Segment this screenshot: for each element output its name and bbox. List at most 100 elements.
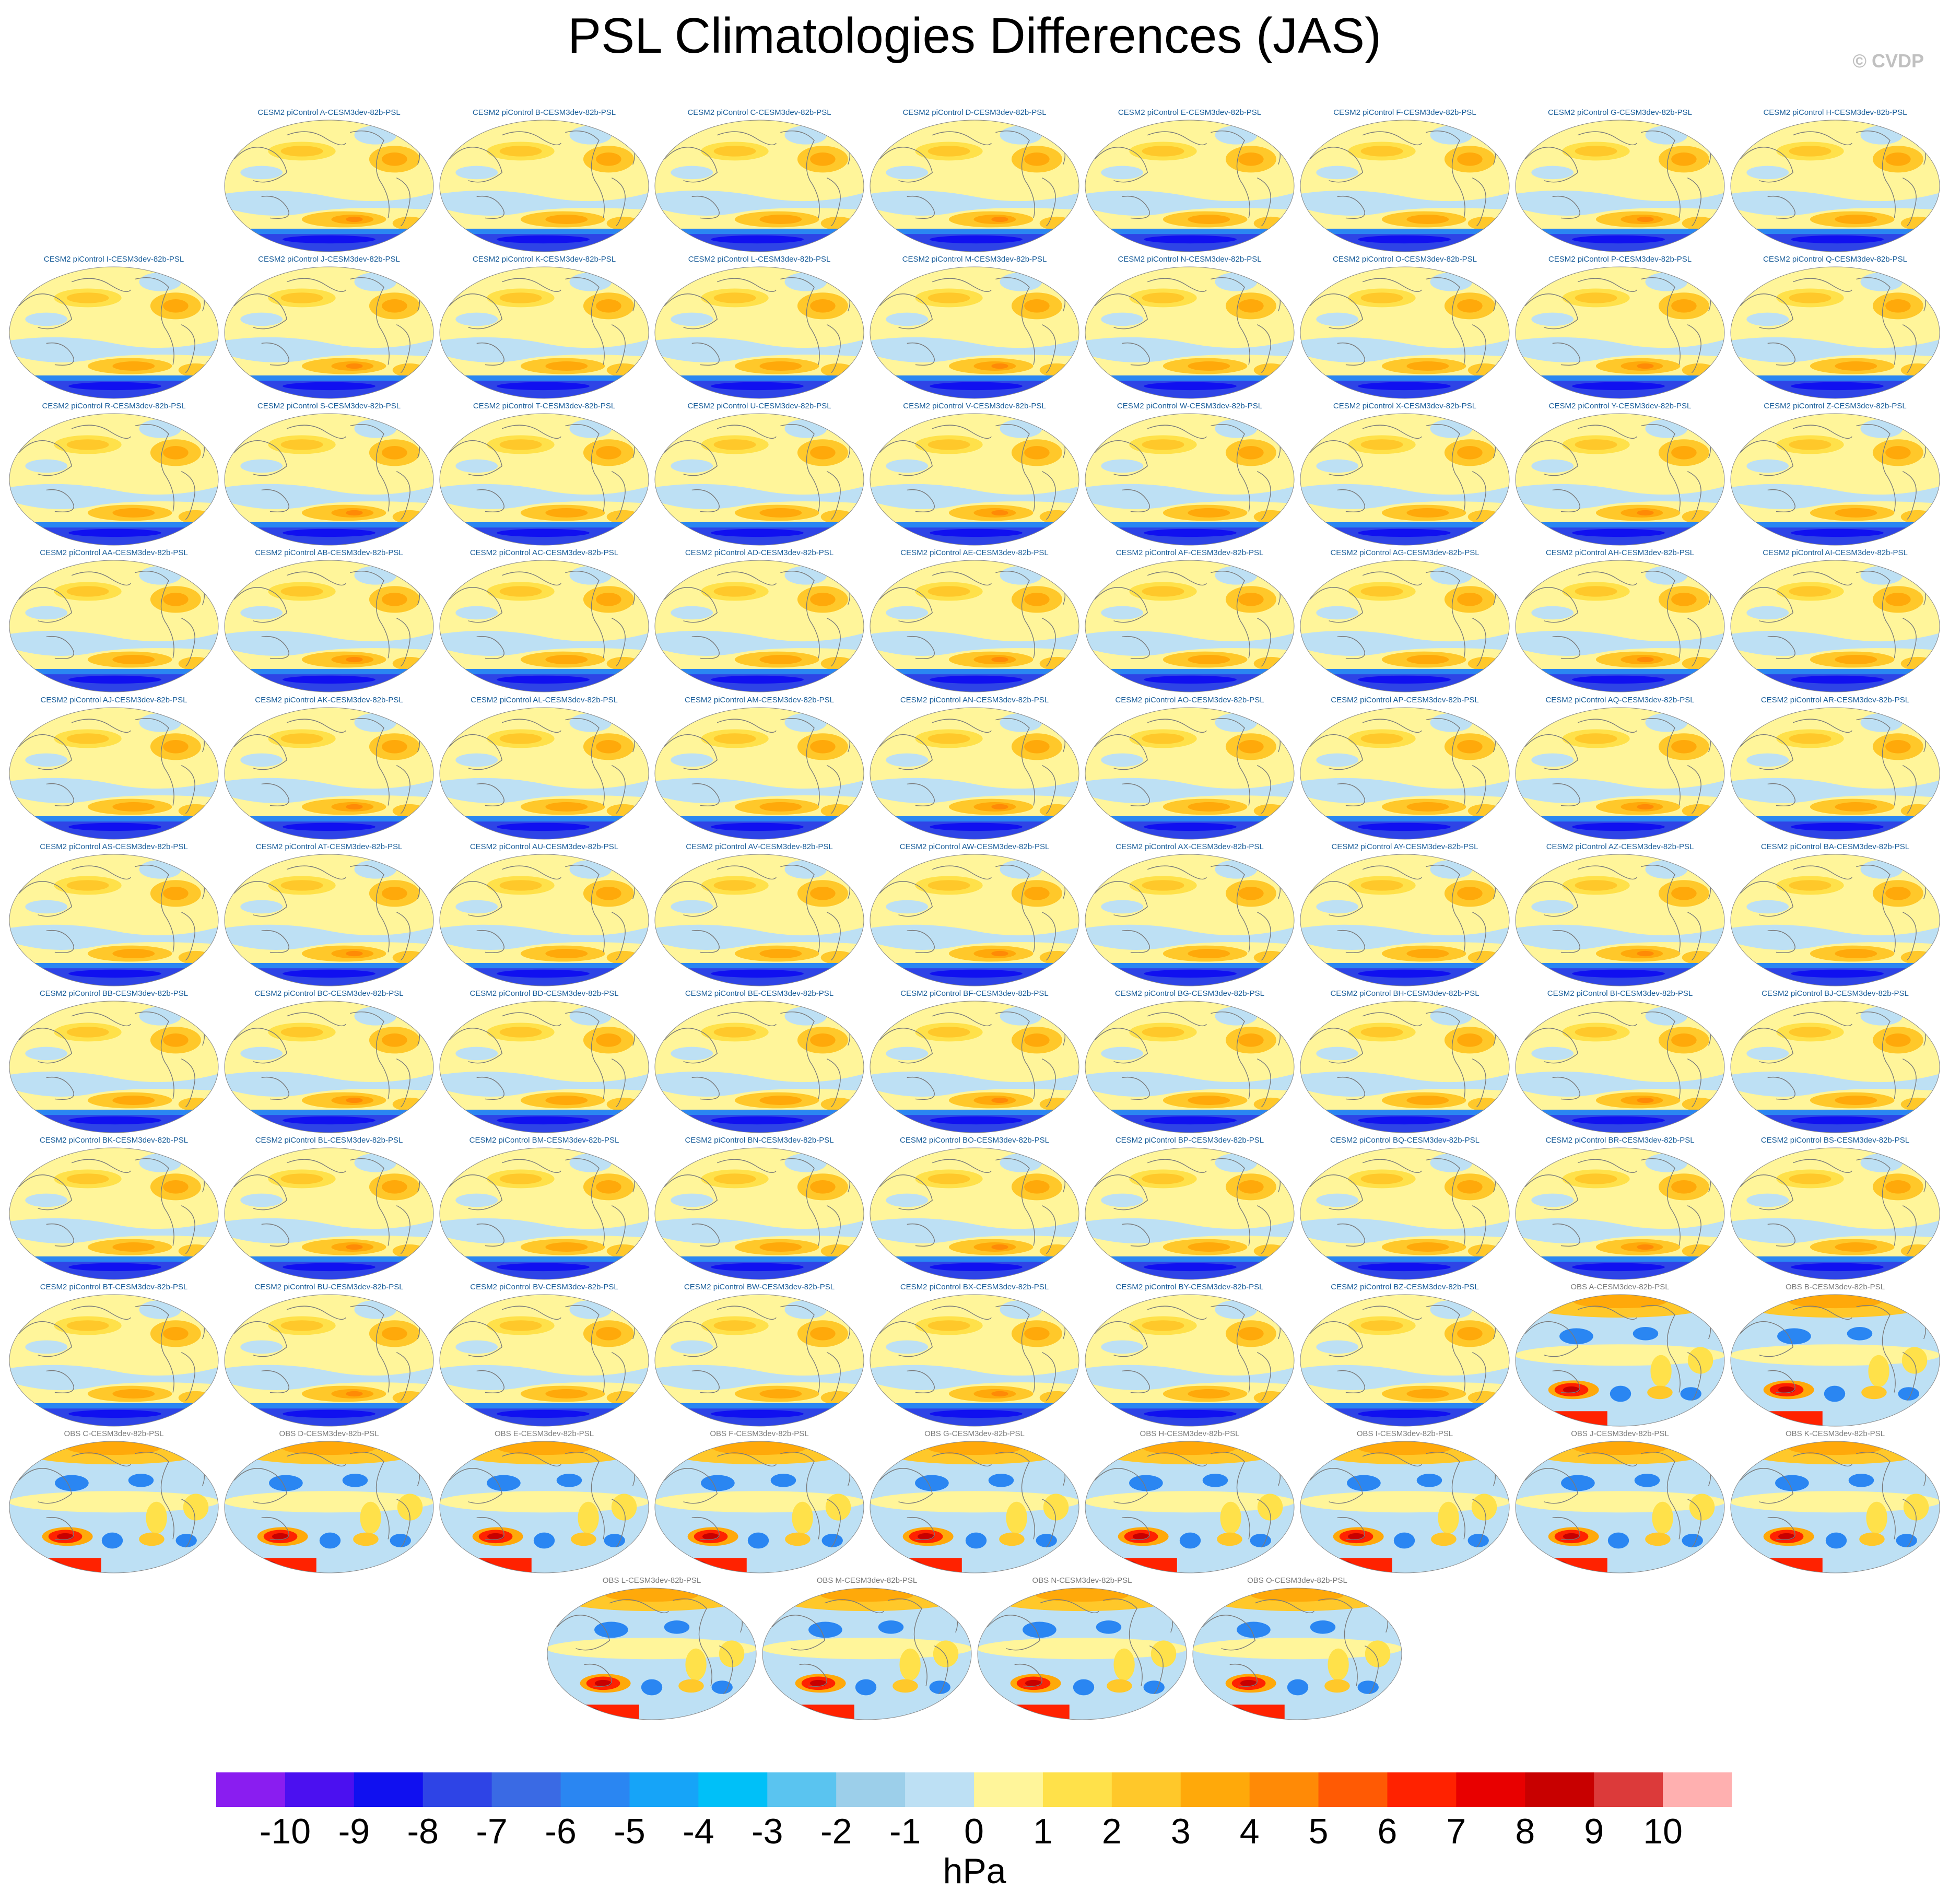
map-panel: OBS D-CESM3dev-82b-PSL	[221, 1429, 437, 1576]
map-panel: CESM2 piControl O-CESM3dev-82b-PSL	[1297, 254, 1512, 402]
panel-title: CESM2 piControl AJ-CESM3dev-82b-PSL	[40, 696, 187, 704]
world-map	[439, 854, 649, 986]
panel-title: CESM2 piControl AB-CESM3dev-82b-PSL	[255, 548, 403, 557]
map-panel: CESM2 piControl C-CESM3dev-82b-PSL	[652, 108, 867, 255]
panel-title: CESM2 piControl M-CESM3dev-82b-PSL	[902, 255, 1047, 264]
map-panel: CESM2 piControl AB-CESM3dev-82b-PSL	[221, 548, 437, 695]
panel-title: CESM2 piControl A-CESM3dev-82b-PSL	[257, 108, 401, 117]
world-map	[439, 413, 649, 546]
panel-title: CESM2 piControl BZ-CESM3dev-82b-PSL	[1331, 1283, 1479, 1291]
map-panel: OBS F-CESM3dev-82b-PSL	[652, 1429, 867, 1576]
map-panel: CESM2 piControl P-CESM3dev-82b-PSL	[1512, 254, 1728, 402]
panel-title: CESM2 piControl BW-CESM3dev-82b-PSL	[684, 1283, 835, 1291]
world-map	[1300, 120, 1510, 252]
map-panel: OBS M-CESM3dev-82b-PSL	[759, 1576, 974, 1723]
world-map	[1515, 1294, 1725, 1427]
world-map	[439, 560, 649, 692]
world-map	[224, 120, 434, 252]
panel-title: CESM2 piControl T-CESM3dev-82b-PSL	[473, 402, 616, 410]
world-map	[870, 854, 1079, 986]
world-map	[439, 1294, 649, 1427]
panel-title: CESM2 piControl N-CESM3dev-82b-PSL	[1118, 255, 1262, 264]
panel-title: CESM2 piControl BB-CESM3dev-82b-PSL	[39, 989, 189, 998]
world-map	[1300, 707, 1510, 840]
world-map	[870, 1441, 1079, 1573]
panel-title: CESM2 piControl AN-CESM3dev-82b-PSL	[900, 696, 1049, 704]
map-panel: CESM2 piControl BS-CESM3dev-82b-PSL	[1728, 1135, 1943, 1283]
panel-title: OBS F-CESM3dev-82b-PSL	[710, 1429, 809, 1438]
world-map	[224, 854, 434, 986]
panel-title: CESM2 piControl G-CESM3dev-82b-PSL	[1548, 108, 1692, 117]
map-panel: CESM2 piControl I-CESM3dev-82b-PSL	[6, 254, 221, 402]
map-panel: OBS I-CESM3dev-82b-PSL	[1297, 1429, 1512, 1576]
map-panel: CESM2 piControl U-CESM3dev-82b-PSL	[652, 401, 867, 548]
map-panel: CESM2 piControl V-CESM3dev-82b-PSL	[867, 401, 1082, 548]
map-panel: CESM2 piControl BR-CESM3dev-82b-PSL	[1512, 1135, 1728, 1283]
panel-title: CESM2 piControl BL-CESM3dev-82b-PSL	[255, 1136, 403, 1145]
map-panel: CESM2 piControl BM-CESM3dev-82b-PSL	[437, 1135, 652, 1283]
map-panel: CESM2 piControl BC-CESM3dev-82b-PSL	[221, 989, 437, 1136]
panel-title: OBS D-CESM3dev-82b-PSL	[279, 1429, 379, 1438]
panel-title: CESM2 piControl AS-CESM3dev-82b-PSL	[40, 842, 188, 851]
world-map	[1300, 1441, 1510, 1573]
world-map	[1085, 1147, 1295, 1280]
panel-title: CESM2 piControl W-CESM3dev-82b-PSL	[1117, 402, 1263, 410]
panel-title: CESM2 piControl BJ-CESM3dev-82b-PSL	[1762, 989, 1909, 998]
world-map	[654, 120, 864, 252]
colorbar-tick-label: -5	[614, 1812, 645, 1851]
map-panel: CESM2 piControl BP-CESM3dev-82b-PSL	[1082, 1135, 1297, 1283]
world-map	[1515, 1441, 1725, 1573]
panel-title: CESM2 piControl AF-CESM3dev-82b-PSL	[1116, 548, 1264, 557]
panel-title: CESM2 piControl BA-CESM3dev-82b-PSL	[1760, 842, 1910, 851]
map-panel: CESM2 piControl BH-CESM3dev-82b-PSL	[1297, 989, 1512, 1136]
map-panel: CESM2 piControl AX-CESM3dev-82b-PSL	[1082, 842, 1297, 989]
world-map	[439, 1001, 649, 1133]
world-map	[1085, 413, 1295, 546]
colorbar-swatch	[491, 1772, 561, 1807]
map-panel: CESM2 piControl BF-CESM3dev-82b-PSL	[867, 989, 1082, 1136]
map-panel: CESM2 piControl M-CESM3dev-82b-PSL	[867, 254, 1082, 402]
world-map	[870, 707, 1079, 840]
map-panel: OBS L-CESM3dev-82b-PSL	[544, 1576, 759, 1723]
map-panel: CESM2 piControl AA-CESM3dev-82b-PSL	[6, 548, 221, 695]
map-panel: CESM2 piControl BW-CESM3dev-82b-PSL	[652, 1282, 867, 1429]
panel-title: CESM2 piControl AE-CESM3dev-82b-PSL	[900, 548, 1049, 557]
map-panel: CESM2 piControl BK-CESM3dev-82b-PSL	[6, 1135, 221, 1283]
world-map	[439, 1147, 649, 1280]
map-panel: CESM2 piControl AC-CESM3dev-82b-PSL	[437, 548, 652, 695]
world-map	[9, 266, 219, 399]
panel-title: CESM2 piControl X-CESM3dev-82b-PSL	[1333, 402, 1477, 410]
panel-title: CESM2 piControl AL-CESM3dev-82b-PSL	[471, 696, 618, 704]
world-map	[870, 560, 1079, 692]
panel-title: CESM2 piControl Y-CESM3dev-82b-PSL	[1548, 402, 1692, 410]
panel-title: CESM2 piControl L-CESM3dev-82b-PSL	[688, 255, 831, 264]
world-map	[1515, 560, 1725, 692]
world-map	[224, 1441, 434, 1573]
colorbar-tick-label: -2	[820, 1812, 852, 1851]
panel-title: CESM2 piControl AG-CESM3dev-82b-PSL	[1330, 548, 1480, 557]
panel-title: CESM2 piControl I-CESM3dev-82b-PSL	[43, 255, 184, 264]
panel-title: CESM2 piControl F-CESM3dev-82b-PSL	[1333, 108, 1476, 117]
panel-title: OBS A-CESM3dev-82b-PSL	[1570, 1283, 1670, 1291]
colorbar-swatch	[1180, 1772, 1250, 1807]
map-panel: CESM2 piControl AI-CESM3dev-82b-PSL	[1728, 548, 1943, 695]
map-panel: CESM2 piControl BG-CESM3dev-82b-PSL	[1082, 989, 1297, 1136]
panel-title: CESM2 piControl AZ-CESM3dev-82b-PSL	[1546, 842, 1694, 851]
world-map	[1730, 413, 1940, 546]
panel-title: OBS N-CESM3dev-82b-PSL	[1032, 1576, 1132, 1585]
world-map	[1730, 854, 1940, 986]
map-panel: CESM2 piControl X-CESM3dev-82b-PSL	[1297, 401, 1512, 548]
panel-title: CESM2 piControl S-CESM3dev-82b-PSL	[257, 402, 401, 410]
map-panel: CESM2 piControl AS-CESM3dev-82b-PSL	[6, 842, 221, 989]
panel-title: CESM2 piControl R-CESM3dev-82b-PSL	[42, 402, 186, 410]
map-panel: OBS B-CESM3dev-82b-PSL	[1728, 1282, 1943, 1429]
map-panel: CESM2 piControl AR-CESM3dev-82b-PSL	[1728, 695, 1943, 842]
map-panel: CESM2 piControl AG-CESM3dev-82b-PSL	[1297, 548, 1512, 695]
colorbar-tick-label: -8	[407, 1812, 438, 1851]
world-map	[9, 560, 219, 692]
colorbar-tick-label: -7	[476, 1812, 507, 1851]
colorbar-swatch	[1456, 1772, 1525, 1807]
colorbar-tick-label: 8	[1515, 1812, 1535, 1851]
panel-title: CESM2 piControl C-CESM3dev-82b-PSL	[687, 108, 831, 117]
colorbar-swatch	[1387, 1772, 1457, 1807]
